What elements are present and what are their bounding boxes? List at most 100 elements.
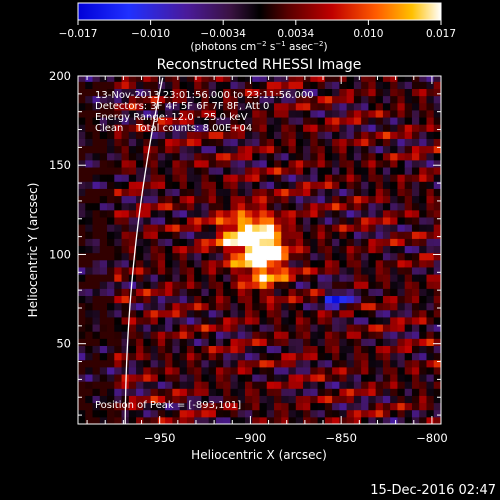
heatmap-cell: [201, 102, 210, 111]
heatmap-cell: [281, 316, 290, 325]
heatmap-cell: [419, 202, 427, 211]
heatmap-cell: [230, 338, 239, 346]
heatmap-cell: [317, 209, 326, 218]
heatmap-cell: [274, 395, 282, 404]
heatmap-cell: [404, 95, 413, 104]
heatmap-cell: [157, 167, 166, 175]
heatmap-cell: [99, 102, 108, 111]
heatmap-cell: [419, 117, 427, 125]
heatmap-cell: [150, 216, 159, 225]
heatmap-cell: [266, 274, 275, 282]
heatmap-cell: [411, 224, 420, 232]
heatmap-cell: [433, 302, 441, 311]
heatmap-cell: [397, 352, 406, 361]
heatmap-cell: [99, 209, 108, 218]
heatmap-cell: [85, 388, 94, 396]
heatmap-cell: [114, 216, 123, 225]
heatmap-cell: [259, 266, 268, 275]
heatmap-cell: [295, 331, 304, 339]
heatmap-cell: [390, 131, 398, 139]
heatmap-cell: [208, 266, 217, 275]
heatmap-cell: [215, 352, 224, 361]
heatmap-cell: [237, 131, 246, 139]
heatmap-cell: [310, 324, 319, 332]
heatmap-cell: [303, 295, 311, 304]
heatmap-cell: [201, 238, 210, 247]
heatmap-cell: [157, 324, 166, 332]
heatmap-cell: [303, 76, 311, 82]
heatmap-cell: [411, 216, 420, 225]
heatmap-cell: [259, 145, 268, 154]
heatmap-cell: [114, 138, 123, 147]
heatmap-cell: [186, 409, 195, 418]
heatmap-cell: [375, 381, 384, 389]
heatmap-cell: [179, 174, 188, 182]
heatmap-cell: [382, 409, 391, 418]
heatmap-cell: [274, 402, 282, 411]
heatmap-cell: [274, 388, 282, 396]
heatmap-cell: [237, 324, 246, 332]
heatmap-cell: [404, 124, 413, 132]
heatmap-cell: [303, 124, 311, 132]
heatmap-cell: [426, 131, 435, 139]
heatmap-cell: [150, 338, 159, 346]
heatmap-cell: [274, 316, 282, 325]
heatmap-cell: [375, 345, 384, 354]
heatmap-cell: [397, 259, 406, 268]
heatmap-cell: [390, 409, 398, 418]
heatmap-cell: [223, 131, 231, 139]
heatmap-cell: [295, 316, 304, 325]
heatmap-cell: [230, 402, 239, 411]
heatmap-cell: [274, 76, 282, 82]
heatmap-cell: [143, 138, 152, 147]
heatmap-cell: [404, 324, 413, 332]
heatmap-cell: [121, 167, 130, 175]
heatmap-cell: [114, 395, 123, 404]
heatmap-cell: [433, 259, 441, 268]
heatmap-cell: [107, 231, 115, 239]
heatmap-cell: [259, 238, 268, 247]
heatmap-cell: [121, 259, 130, 268]
heatmap-cell: [179, 76, 188, 82]
heatmap-cell: [165, 181, 173, 189]
heatmap-cell: [215, 388, 224, 396]
heatmap-cell: [339, 167, 348, 175]
heatmap-cell: [375, 167, 384, 175]
heatmap-cell: [404, 309, 413, 318]
heatmap-cell: [368, 281, 377, 289]
heatmap-cell: [244, 145, 253, 154]
heatmap-cell: [259, 138, 268, 147]
heatmap-cell: [128, 288, 137, 297]
heatmap-cell: [419, 331, 427, 339]
heatmap-cell: [411, 124, 420, 132]
heatmap-cell: [361, 302, 369, 311]
heatmap-cell: [295, 381, 304, 389]
heatmap-cell: [121, 76, 130, 82]
heatmap-cell: [85, 302, 94, 311]
heatmap-cell: [419, 324, 427, 332]
heatmap-cell: [186, 324, 195, 332]
heatmap-cell: [223, 409, 231, 418]
heatmap-cell: [274, 174, 282, 182]
heatmap-cell: [411, 381, 420, 389]
heatmap-cell: [295, 274, 304, 282]
heatmap-cell: [99, 331, 108, 339]
heatmap-cell: [303, 145, 311, 154]
heatmap-cell: [172, 245, 181, 254]
heatmap-cell: [121, 152, 130, 161]
heatmap-cell: [223, 188, 231, 197]
heatmap-cell: [237, 266, 246, 275]
heatmap-cell: [244, 167, 253, 175]
heatmap-cell: [332, 331, 340, 339]
heatmap-cell: [397, 102, 406, 111]
heatmap-cell: [339, 231, 348, 239]
heatmap-cell: [150, 181, 159, 189]
heatmap-cell: [433, 124, 441, 132]
heatmap-cell: [252, 416, 260, 424]
heatmap-cell: [259, 345, 268, 354]
heatmap-cell: [107, 324, 115, 332]
heatmap-cell: [208, 152, 217, 161]
heatmap-cell: [274, 202, 282, 211]
heatmap-cell: [208, 95, 217, 104]
heatmap-cell: [339, 245, 348, 254]
